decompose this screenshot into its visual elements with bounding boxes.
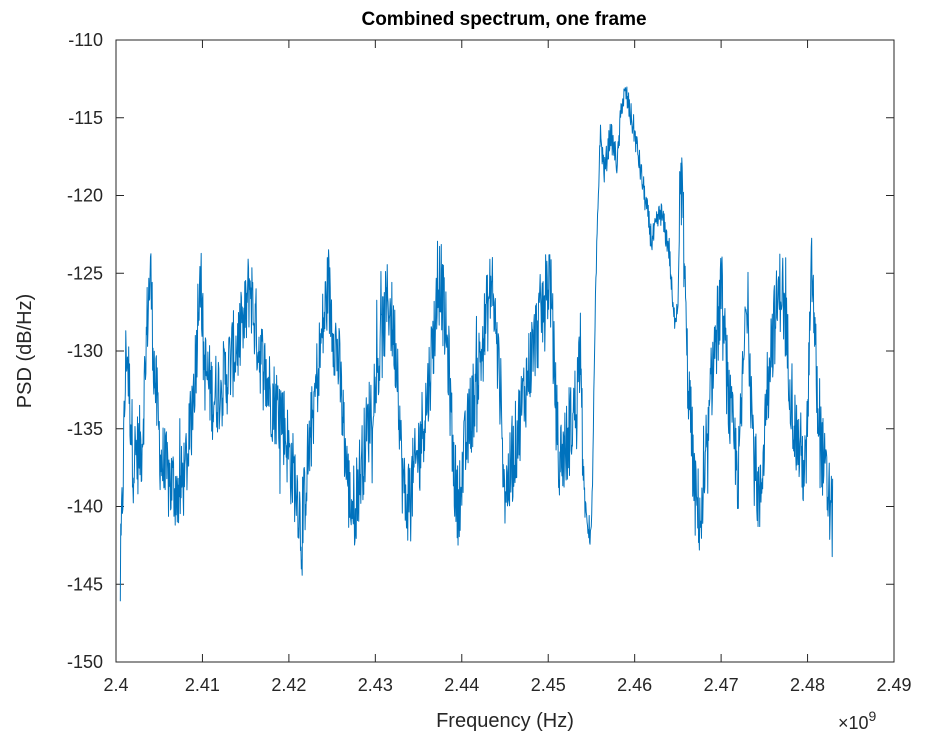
x-tick-label: 2.46	[617, 675, 652, 695]
x-axis-title: Frequency (Hz)	[436, 710, 574, 732]
x-tick-label: 2.41	[185, 675, 220, 695]
psd-series-line	[119, 86, 834, 602]
y-tick-label: -120	[67, 186, 103, 206]
x-tick-label: 2.49	[876, 675, 911, 695]
y-tick-labels: -110 -115 -120 -125 -130 -135 -140 -145 -150	[67, 30, 103, 672]
plot-area	[115, 39, 895, 663]
x-tick-label: 2.47	[704, 675, 739, 695]
y-tick-label: -115	[68, 108, 103, 128]
x-tick-label: 2.48	[790, 675, 825, 695]
chart-title: Combined spectrum, one frame	[361, 9, 646, 30]
x-exponent-label: ×109	[838, 708, 877, 733]
y-axis-title: PSD (dB/Hz)	[14, 294, 36, 408]
y-tick-label: -140	[67, 497, 103, 517]
x-exponent-base: ×10	[838, 713, 869, 733]
x-tick-label: 2.45	[531, 675, 566, 695]
y-tick-label: -110	[68, 30, 103, 50]
series-layer	[119, 86, 834, 602]
x-exponent-power: 9	[869, 708, 877, 724]
x-tick-label: 2.44	[444, 675, 479, 695]
x-tick-label: 2.43	[358, 675, 393, 695]
x-tick-label: 2.42	[271, 675, 306, 695]
y-tick-label: -125	[67, 263, 103, 283]
y-tick-label: -135	[67, 419, 103, 439]
x-tick-label: 2.4	[103, 675, 128, 695]
y-tick-label: -150	[67, 652, 103, 672]
y-tick-label: -145	[67, 574, 103, 594]
x-tick-labels: 2.4 2.41 2.42 2.43 2.44 2.45 2.46 2.47 2.48 2.49	[103, 675, 911, 695]
y-tick-label: -130	[67, 341, 103, 361]
